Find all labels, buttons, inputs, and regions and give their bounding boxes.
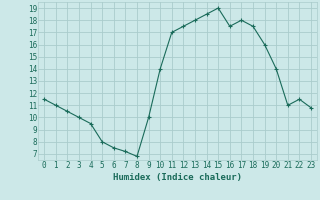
X-axis label: Humidex (Indice chaleur): Humidex (Indice chaleur) xyxy=(113,173,242,182)
